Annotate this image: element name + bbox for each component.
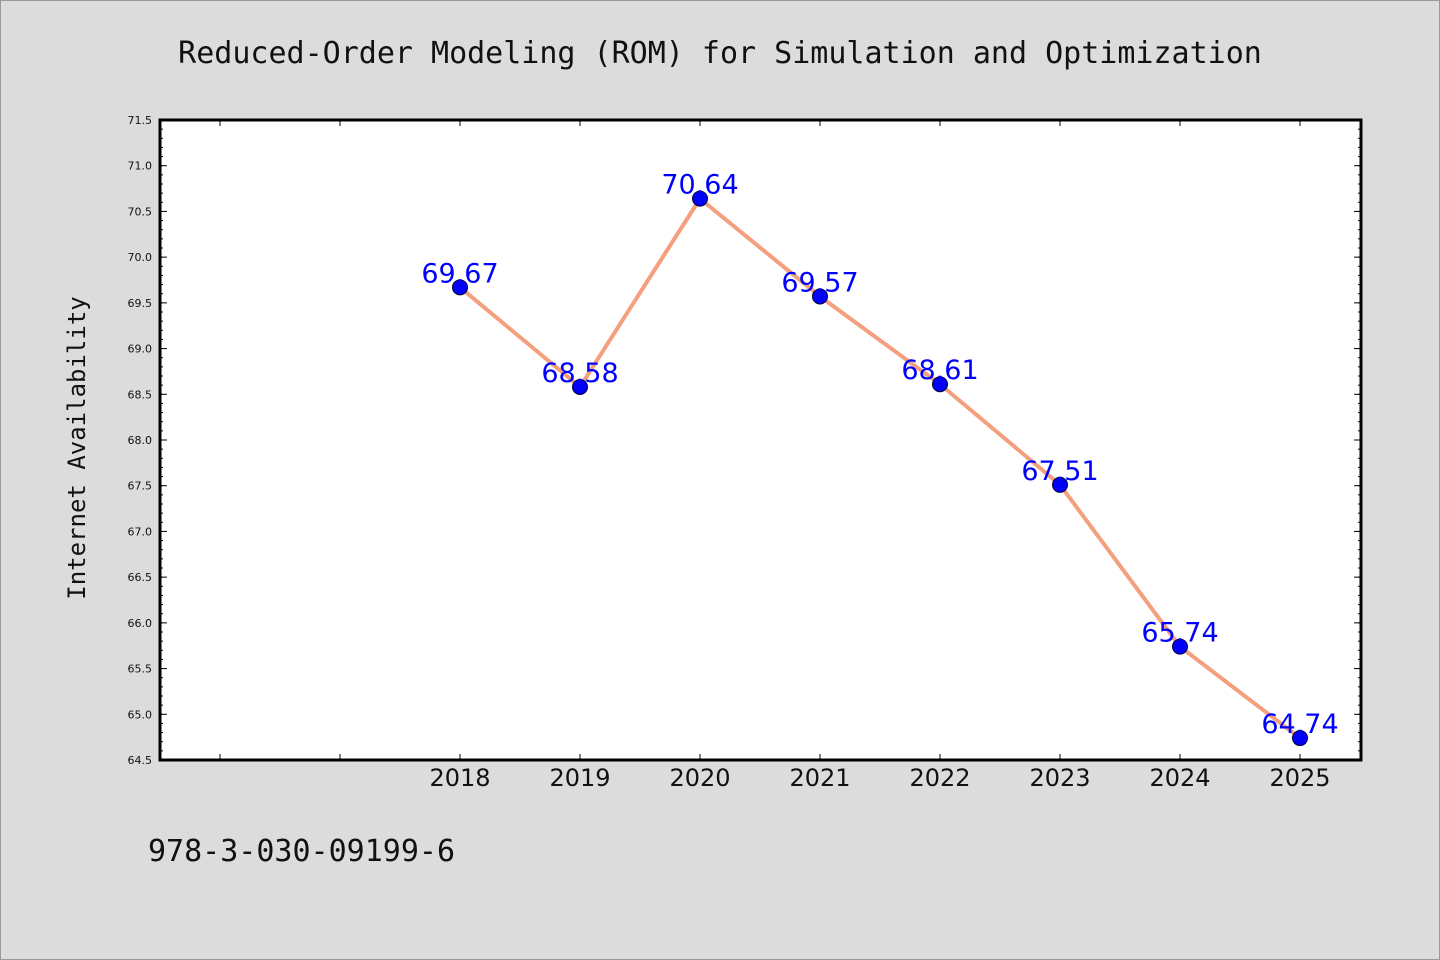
y-tick-label: 69.0 xyxy=(128,343,153,356)
data-label: 68.61 xyxy=(901,355,978,386)
data-label: 67.51 xyxy=(1021,456,1098,487)
data-label: 64.74 xyxy=(1261,709,1338,740)
x-axis-ticks: 2018 2019 2020 2021 2022 2023 2024 2025 xyxy=(219,120,1331,792)
y-tick-label: 66.5 xyxy=(128,571,153,584)
y-axis-label: Internet Availability xyxy=(63,296,91,599)
y-tick-label: 66.0 xyxy=(128,617,153,630)
data-label: 69.67 xyxy=(421,258,498,289)
x-tick-label: 2022 xyxy=(909,764,970,792)
series-line xyxy=(458,196,1302,740)
series-polyline xyxy=(458,196,1302,740)
data-point xyxy=(1052,476,1068,493)
y-tick-label: 68.0 xyxy=(128,434,153,447)
data-point xyxy=(1172,638,1188,655)
y-tick-label: 65.5 xyxy=(128,663,153,676)
y-tick-label: 65.0 xyxy=(128,708,153,721)
plot-area xyxy=(160,120,1361,760)
data-points xyxy=(452,190,1308,747)
y-tick-label: 67.0 xyxy=(128,525,153,538)
data-label: 69.57 xyxy=(781,267,858,298)
data-labels: 69.67 68.58 70.64 69.57 68.61 67.51 65.74 64.74 xyxy=(421,170,1338,740)
x-tick-label: 2021 xyxy=(789,764,850,792)
isbn-text: 978-3-030-09199-6 xyxy=(148,834,456,869)
y-tick-label: 68.5 xyxy=(128,388,153,401)
data-label: 70.64 xyxy=(661,170,738,201)
y-tick-label: 69.5 xyxy=(128,297,153,310)
x-tick-label: 2019 xyxy=(549,764,610,792)
y-tick-label: 64.5 xyxy=(128,754,153,767)
y-tick-label: 71.0 xyxy=(128,160,153,173)
data-point xyxy=(572,378,588,395)
data-point xyxy=(812,288,828,305)
x-tick-label: 2018 xyxy=(429,764,490,792)
data-label: 65.74 xyxy=(1141,618,1218,649)
data-point xyxy=(692,190,708,207)
y-tick-label: 70.0 xyxy=(128,251,153,264)
y-tick-label: 67.5 xyxy=(128,480,153,493)
y-tick-label: 71.5 xyxy=(128,114,153,127)
chart-title: Reduced-Order Modeling (ROM) for Simulat… xyxy=(178,36,1262,71)
x-tick-label: 2024 xyxy=(1149,764,1210,792)
x-tick-label: 2025 xyxy=(1269,764,1330,792)
data-point xyxy=(452,279,468,296)
data-point xyxy=(932,376,948,393)
x-tick-label: 2023 xyxy=(1029,764,1090,792)
data-label: 68.58 xyxy=(541,358,618,389)
data-point xyxy=(1292,730,1308,747)
y-tick-label: 70.5 xyxy=(128,205,153,218)
x-tick-label: 2020 xyxy=(669,764,730,792)
plot-frame xyxy=(158,118,1363,762)
